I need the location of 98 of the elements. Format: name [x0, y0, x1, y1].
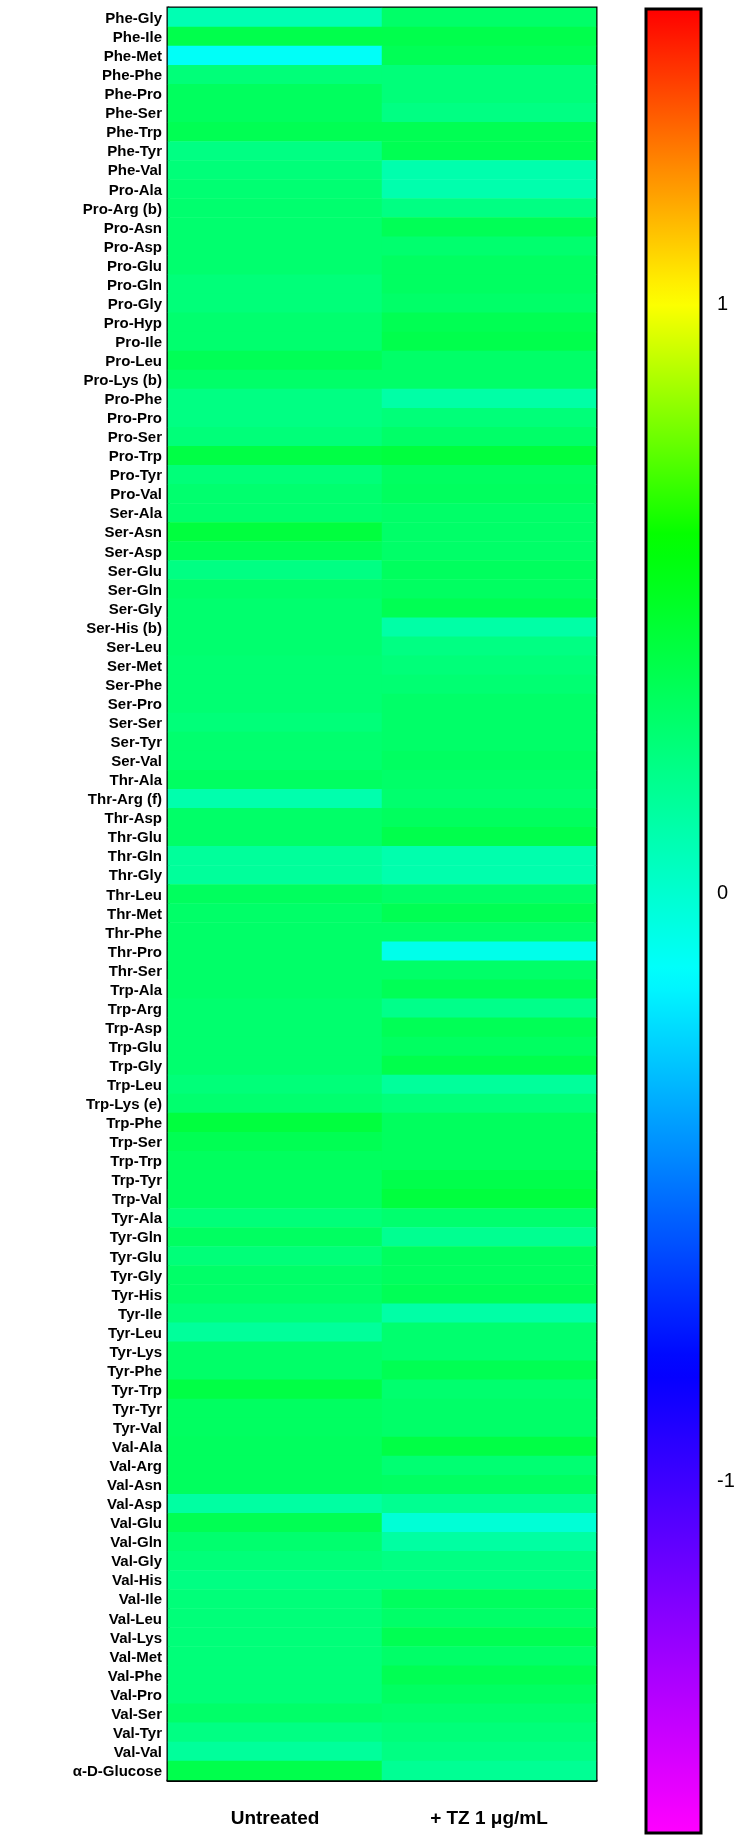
- y-tick-label: Ser-Ser: [108, 714, 163, 732]
- y-tick-label: Ser-Asn: [104, 523, 162, 541]
- y-tick-label: Thr-Pro: [107, 942, 162, 960]
- y-tick-label: Pro-Phe: [104, 390, 162, 408]
- y-tick-label: Ser-Leu: [106, 637, 162, 655]
- y-tick-label: Pro-Asn: [103, 218, 162, 236]
- y-tick-label: Trp-Tyr: [111, 1171, 163, 1189]
- y-tick-label: Pro-Pro: [106, 409, 162, 427]
- y-tick-label: Phe-Tyr: [107, 142, 163, 160]
- y-tick-label: Val-Glu: [110, 1514, 162, 1532]
- y-tick-label: Tyr-Phe: [107, 1361, 162, 1379]
- y-tick-label: Phe-Pro: [104, 85, 162, 103]
- y-tick-label: Trp-Trp: [110, 1152, 162, 1170]
- y-tick-label: Val-Asn: [106, 1476, 162, 1494]
- y-tick-label: Val-Asp: [106, 1495, 162, 1513]
- y-tick-label: Val-Ala: [111, 1438, 163, 1456]
- y-tick-label: Trp-Gly: [109, 1056, 163, 1074]
- y-tick-label: Pro-Asp: [103, 237, 162, 255]
- y-tick-label: Ser-Val: [111, 752, 162, 770]
- color-bar-label: 0: [717, 880, 729, 903]
- y-tick-label: Phe-Gly: [105, 9, 163, 27]
- y-tick-label: Trp-Val: [111, 1190, 162, 1208]
- y-tick-label: Val-Pro: [110, 1685, 162, 1703]
- y-tick-label: Tyr-Ile: [118, 1304, 162, 1322]
- y-tick-label: Pro-Leu: [105, 351, 162, 369]
- y-tick-label: Phe-Ser: [105, 104, 163, 122]
- x-tick-label: Untreated: [230, 1807, 320, 1828]
- y-tick-label: Tyr-Ala: [111, 1209, 163, 1227]
- y-tick-label: Pro-Gly: [107, 294, 163, 312]
- y-tick-label: Trp-Ala: [110, 980, 163, 998]
- y-tick-label: Ser-Glu: [107, 561, 162, 579]
- y-tick-label: Pro-Arg (b): [82, 199, 162, 217]
- y-tick-label: Phe-Trp: [106, 123, 162, 141]
- y-tick-label: Tyr-Gly: [110, 1266, 163, 1284]
- y-tick-label: Tyr-Tyr: [112, 1399, 163, 1417]
- y-tick-label: Tyr-Gln: [109, 1228, 162, 1246]
- y-tick-label: Thr-Ala: [109, 771, 163, 789]
- y-tick-label: Phe-Met: [103, 47, 162, 65]
- y-tick-label: Ser-Asp: [104, 542, 162, 560]
- y-tick-label: Thr-Asp: [104, 809, 162, 827]
- y-tick-label: Val-Tyr: [113, 1723, 163, 1741]
- color-bar-label: 1: [717, 292, 729, 315]
- y-tick-label: Thr-Leu: [106, 885, 162, 903]
- y-tick-label: Val-Gln: [110, 1533, 162, 1551]
- y-tick-label: Ser-Tyr: [110, 733, 163, 751]
- y-tick-label: α-D-Glucose: [72, 1761, 162, 1779]
- y-tick-label: Val-Val: [113, 1742, 162, 1760]
- y-tick-label: Trp-Lys (e): [85, 1095, 162, 1113]
- y-tick-label: Pro-Tyr: [109, 466, 163, 484]
- y-tick-label: Thr-Gln: [107, 847, 162, 865]
- y-tick-label: Ser-Met: [106, 656, 162, 674]
- x-tick-label: + TZ 1 μg/mL: [430, 1807, 549, 1828]
- y-tick-label: Pro-Trp: [108, 447, 162, 465]
- y-tick-label: Val-Ile: [118, 1590, 162, 1608]
- y-tick-label: Phe-Ile: [112, 28, 162, 46]
- y-tick-label: Phe-Phe: [101, 66, 162, 84]
- y-tick-label: Val-Arg: [109, 1457, 162, 1475]
- y-tick-label: Pro-Glu: [107, 256, 162, 274]
- y-tick-label: Thr-Glu: [107, 828, 162, 846]
- y-tick-label: Ser-His (b): [86, 618, 162, 636]
- y-tick-label: Pro-Ala: [108, 180, 163, 198]
- y-tick-label: Tyr-Trp: [111, 1380, 162, 1398]
- y-tick-label: Trp-Phe: [106, 1114, 162, 1132]
- y-tick-label: Ser-Gly: [108, 599, 163, 617]
- y-tick-label: Thr-Arg (f): [87, 790, 162, 808]
- y-tick-label: Tyr-Leu: [108, 1323, 162, 1341]
- y-tick-label: Val-Met: [109, 1647, 162, 1665]
- y-tick-label: Val-Phe: [107, 1666, 162, 1684]
- y-tick-label: Thr-Ser: [108, 961, 163, 979]
- y-tick-label: Ser-Ala: [109, 504, 163, 522]
- y-tick-label: Val-Gly: [111, 1552, 163, 1570]
- y-tick-label: Pro-Ile: [115, 332, 162, 350]
- y-tick-label: Trp-Glu: [108, 1037, 162, 1055]
- y-tick-label: Tyr-Val: [113, 1419, 162, 1437]
- y-tick-label: Trp-Ser: [109, 1133, 163, 1151]
- y-tick-label: Phe-Val: [107, 161, 162, 179]
- y-tick-label: Trp-Asp: [105, 1018, 162, 1036]
- y-tick-label: Ser-Phe: [105, 675, 162, 693]
- y-tick-label: Val-Lys: [110, 1628, 162, 1646]
- y-tick-label: Tyr-Glu: [109, 1247, 162, 1265]
- y-tick-label: Tyr-His: [111, 1285, 162, 1303]
- y-tick-label: Trp-Arg: [107, 999, 162, 1017]
- y-tick-label: Ser-Pro: [107, 694, 162, 712]
- y-tick-label: Thr-Gly: [108, 866, 163, 884]
- y-tick-label: Val-Ser: [111, 1704, 163, 1722]
- y-tick-label: Pro-Gln: [107, 275, 162, 293]
- y-tick-label: Pro-Val: [110, 485, 162, 503]
- y-tick-label: Thr-Phe: [105, 923, 162, 941]
- y-tick-label: Tyr-Lys: [109, 1342, 162, 1360]
- y-tick-label: Trp-Leu: [107, 1076, 162, 1094]
- y-tick-label: Ser-Gln: [107, 580, 162, 598]
- y-tick-label: Pro-Lys (b): [83, 371, 162, 389]
- color-bar-label: -1: [717, 1468, 735, 1491]
- y-tick-label: Pro-Hyp: [103, 313, 162, 331]
- y-tick-label: Val-His: [111, 1571, 162, 1589]
- y-tick-label: Val-Leu: [108, 1609, 162, 1627]
- y-tick-label: Pro-Ser: [107, 428, 163, 446]
- y-tick-label: Thr-Met: [107, 904, 162, 922]
